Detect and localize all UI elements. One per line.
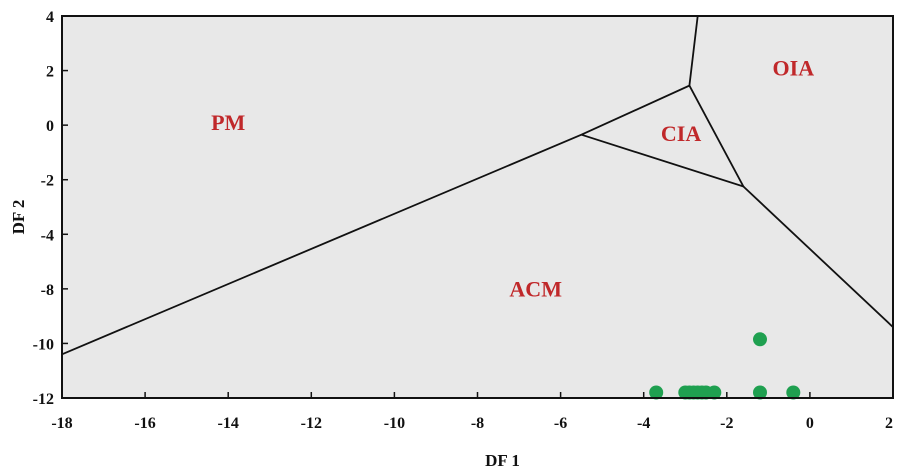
y-tick-label: -2 — [41, 173, 54, 190]
y-tick-label: 0 — [46, 118, 54, 135]
x-tick-label: -10 — [384, 415, 405, 432]
y-tick-label: -8 — [41, 282, 54, 299]
x-tick-label: -16 — [134, 415, 155, 432]
boundary-line — [742, 185, 894, 328]
region-label-oia: OIA — [773, 56, 815, 81]
x-tick-label: 2 — [885, 415, 893, 432]
x-tick-label: -4 — [637, 415, 650, 432]
y-tick-label: -12 — [33, 391, 54, 408]
y-tick-label: -10 — [33, 336, 54, 353]
x-tick-label: -12 — [301, 415, 322, 432]
region-label-pm: PM — [211, 110, 245, 135]
data-point — [707, 385, 722, 400]
data-point — [786, 385, 801, 400]
y-tick-label: 4 — [46, 9, 54, 26]
region-labels: PM CIA OIA ACM — [211, 56, 814, 302]
plot-frame — [61, 15, 894, 399]
region-label-cia: CIA — [661, 121, 701, 146]
x-tick-label: -18 — [51, 415, 72, 432]
data-point — [753, 385, 767, 400]
x-tick-label: -2 — [720, 415, 733, 432]
data-point — [649, 385, 664, 400]
x-tick-label: -6 — [554, 415, 567, 432]
y-tick-label: 2 — [46, 64, 54, 81]
plot-area — [62, 16, 893, 398]
axis-ticks: -18 -16 -14 -12 -10 -8 -6 -4 -2 0 2 4 2 0 -2 -4 -8 -10 -12 — [33, 9, 894, 432]
boundary-line — [61, 15, 699, 356]
x-tick-label: -14 — [218, 415, 239, 432]
x-tick-label: 0 — [806, 415, 814, 432]
boundary-lines — [61, 15, 894, 356]
x-axis-title: DF 1 — [485, 451, 520, 468]
region-label-acm: ACM — [509, 277, 562, 302]
sample-points — [649, 332, 801, 400]
y-tick-label: -4 — [41, 227, 54, 244]
x-tick-label: -8 — [471, 415, 484, 432]
data-point — [753, 332, 767, 347]
y-axis-title: DF 2 — [9, 200, 28, 235]
